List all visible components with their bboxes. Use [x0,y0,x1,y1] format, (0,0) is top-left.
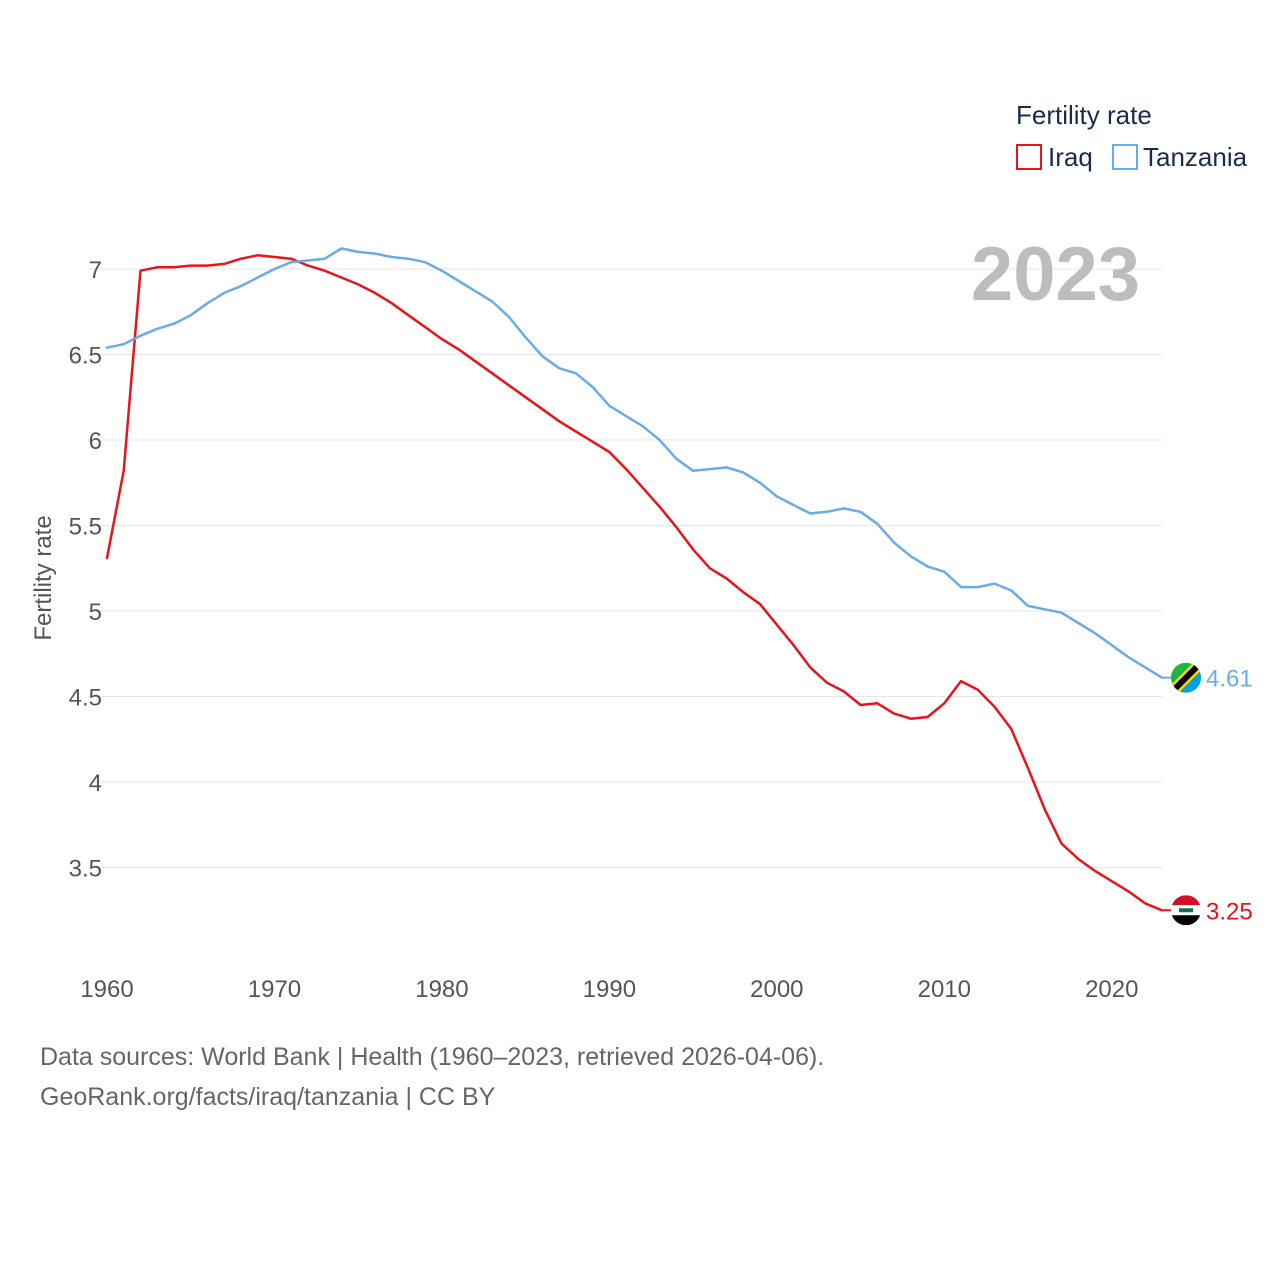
y-tick-label: 3.5 [69,856,102,883]
legend-swatch-iraq[interactable] [1016,144,1042,170]
legend-label-tanzania[interactable]: Tanzania [1143,142,1248,172]
y-tick-label: 6 [89,428,102,455]
y-tick-label: 6.5 [69,343,102,370]
y-tick-label: 5.5 [69,514,102,541]
grid-lines [88,268,1162,868]
end-value-tanzania: 4.61 [1206,666,1253,693]
x-tick-label: 1970 [248,976,301,1003]
current-year-label: 2023 [971,232,1140,317]
footer-sources: Data sources: World Bank | Health (1960–… [40,1043,825,1071]
end-value-iraq: 3.25 [1206,898,1253,925]
y-axis-ticks: 3.5 4 4.5 5 5.5 6 6.5 7 [69,257,102,883]
x-tick-label: 1980 [415,976,468,1003]
end-markers: 3.25 4.61 [1162,662,1253,926]
fertility-rate-chart: Fertility rate Iraq Tanzania 3.5 4 4.5 5 5.5… [30,100,1253,1003]
x-axis-ticks: 1960 1970 1980 1990 2000 2010 2020 [80,976,1138,1003]
y-tick-label: 7 [89,257,102,284]
x-tick-label: 1960 [80,976,133,1003]
footer-credit[interactable]: GeoRank.org/facts/iraq/tanzania | CC BY [40,1083,496,1111]
y-tick-label: 4.5 [69,685,102,712]
series-lines [105,247,1164,912]
legend-label-iraq[interactable]: Iraq [1048,142,1093,172]
series-line-tanzania[interactable] [105,247,1164,679]
y-tick-label: 4 [89,770,102,797]
legend-swatch-tanzania[interactable] [1112,144,1138,170]
legend-title: Fertility rate [1016,100,1152,130]
x-tick-label: 2020 [1085,976,1138,1003]
y-axis-label: Fertility rate [30,515,57,640]
x-tick-label: 1990 [583,976,636,1003]
iraq-flag-icon [1171,895,1201,926]
y-tick-label: 5 [89,599,102,626]
legend[interactable]: Fertility rate Iraq Tanzania [1016,100,1248,172]
x-tick-label: 2000 [750,976,803,1003]
series-line-iraq[interactable] [105,254,1164,912]
tanzania-flag-icon [1171,662,1201,693]
x-tick-label: 2010 [918,976,971,1003]
